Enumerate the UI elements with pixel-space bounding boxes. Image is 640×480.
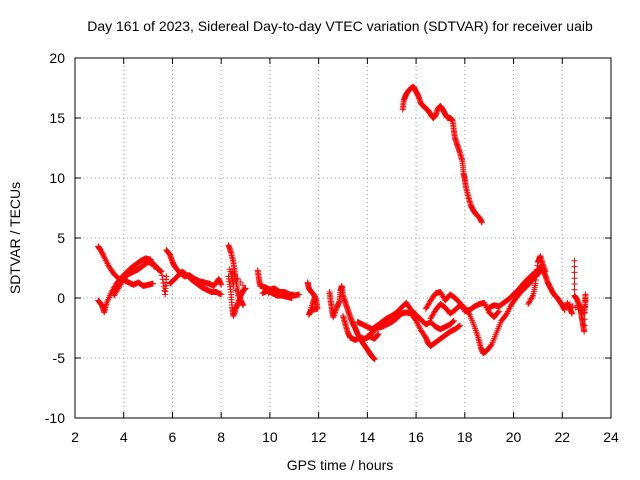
data-point: [495, 309, 502, 316]
series-track-10: [340, 313, 382, 343]
data-point: [374, 331, 381, 338]
x-tick-label: 2: [71, 429, 79, 445]
data-point: [100, 253, 107, 259]
grid-lines: [75, 58, 611, 418]
data-point: [449, 319, 456, 325]
y-tick-labels: -10 -5 0 5 10 15 20: [45, 50, 65, 426]
data-point: [218, 291, 225, 298]
chart-title: Day 161 of 2023, Sidereal Day-to-day VTE…: [87, 18, 593, 34]
data-point: [159, 272, 166, 279]
series-track-17: [399, 83, 485, 226]
x-tick-label: 4: [120, 429, 128, 445]
data-point: [581, 328, 588, 335]
data-point: [561, 307, 568, 313]
data-point: [237, 279, 244, 285]
data-point: [290, 291, 297, 298]
data-point: [456, 322, 463, 329]
x-tick-label: 14: [360, 429, 376, 445]
data-point: [232, 287, 239, 294]
x-tick-label: 16: [408, 429, 424, 445]
y-tick-label: 10: [49, 170, 65, 186]
x-tick-label: 8: [217, 429, 225, 445]
x-axis-label: GPS time / hours: [287, 457, 394, 473]
data-point: [242, 285, 249, 292]
data-point: [149, 280, 156, 287]
data-point: [571, 286, 578, 293]
data-point: [375, 331, 382, 337]
data-point: [571, 263, 578, 270]
x-tick-label: 20: [506, 429, 522, 445]
data-point: [450, 318, 457, 325]
data-point: [581, 316, 588, 323]
series-track-6: [225, 242, 249, 319]
x-tick-label: 24: [603, 429, 619, 445]
data-point: [529, 294, 536, 300]
series-track-7: [254, 267, 303, 301]
y-axis-label: SDTVAR / TECUs: [7, 182, 23, 294]
data-point: [542, 268, 549, 275]
series-track-9: [326, 283, 378, 363]
data-point: [571, 269, 578, 276]
data-point: [163, 273, 170, 280]
series-track-3: [110, 259, 170, 299]
series-track-18: [564, 257, 589, 335]
data-point: [571, 275, 578, 282]
series-track-12: [364, 309, 463, 349]
series-track-8: [304, 279, 321, 318]
data-point: [371, 356, 378, 363]
data-point: [288, 295, 295, 301]
series-track-5: [167, 268, 225, 298]
data-point: [239, 282, 246, 289]
y-tick-label: 0: [57, 290, 65, 306]
x-tick-label: 12: [311, 429, 327, 445]
data-point: [231, 272, 238, 279]
x-tick-labels: 2 4 6 8 10 12 14 16 18 20 22 24: [71, 429, 619, 445]
data-point: [234, 275, 241, 282]
data-point: [158, 268, 165, 275]
data-point: [571, 281, 578, 287]
y-tick-label: 15: [49, 110, 65, 126]
series-track-11: [354, 299, 457, 333]
data-point: [218, 281, 225, 288]
data-point: [569, 310, 576, 317]
data-point: [450, 317, 457, 324]
axis-ticks: [74, 57, 612, 419]
data-point: [240, 302, 247, 309]
y-tick-label: 20: [49, 50, 65, 66]
x-tick-label: 10: [262, 429, 278, 445]
data-point: [230, 280, 237, 287]
y-tick-label: -5: [53, 350, 66, 366]
x-tick-label: 6: [169, 429, 177, 445]
data-point: [296, 291, 303, 298]
data-point: [581, 322, 588, 329]
series-track-16: [525, 253, 549, 307]
x-tick-label: 18: [457, 429, 473, 445]
data-point: [478, 219, 485, 226]
data-point: [456, 323, 463, 330]
data-points: [95, 83, 589, 363]
data-point: [311, 293, 318, 300]
y-tick-label: 5: [57, 230, 65, 246]
y-tick-label: -10: [45, 410, 65, 426]
data-point: [571, 257, 578, 264]
x-tick-label: 22: [554, 429, 570, 445]
data-point: [465, 310, 472, 317]
